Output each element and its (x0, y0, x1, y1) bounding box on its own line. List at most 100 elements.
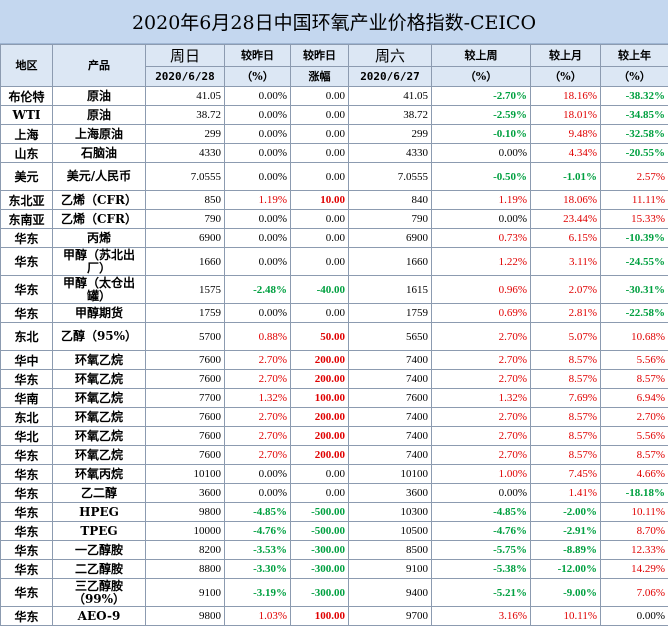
sunday-price-cell: 8200 (146, 541, 225, 560)
sunday-price-cell: 10000 (146, 522, 225, 541)
product-cell: 丙烯 (53, 229, 146, 248)
sunday-price-cell: 9800 (146, 503, 225, 522)
region-cell: 华中 (1, 351, 53, 370)
day-pct-cell: 0.00% (225, 484, 291, 503)
header-vs-prev-day-unit: （%） (225, 67, 291, 87)
month-pct-cell: 5.07% (531, 323, 601, 351)
day-change-cell: 0.00 (291, 229, 349, 248)
saturday-price-cell: 9700 (349, 607, 432, 626)
region-cell: 山东 (1, 144, 53, 163)
saturday-price-cell: 1759 (349, 304, 432, 323)
header-region: 地区 (1, 45, 53, 87)
header-vs-last-week: 较上周 (432, 45, 531, 67)
day-change-cell: 0.00 (291, 125, 349, 144)
region-cell: 华东 (1, 560, 53, 579)
week-pct-cell: 2.70% (432, 370, 531, 389)
day-change-cell: 0.00 (291, 106, 349, 125)
sunday-price-cell: 41.05 (146, 87, 225, 106)
sunday-price-cell: 5700 (146, 323, 225, 351)
year-pct-cell: 6.94% (601, 389, 668, 408)
product-cell: 乙烯（CFR） (53, 191, 146, 210)
day-pct-cell: -3.53% (225, 541, 291, 560)
year-pct-cell: -10.39% (601, 229, 668, 248)
product-cell: 环氧乙烷 (53, 427, 146, 446)
week-pct-cell: -4.85% (432, 503, 531, 522)
month-pct-cell: 8.57% (531, 408, 601, 427)
region-cell: 上海 (1, 125, 53, 144)
week-pct-cell: -4.76% (432, 522, 531, 541)
month-pct-cell: 8.57% (531, 351, 601, 370)
region-cell: 华东 (1, 276, 53, 304)
day-change-cell: -300.00 (291, 560, 349, 579)
region-cell: 华北 (1, 427, 53, 446)
saturday-price-cell: 9400 (349, 579, 432, 607)
saturday-price-cell: 7400 (349, 446, 432, 465)
saturday-price-cell: 10500 (349, 522, 432, 541)
region-cell: 华东 (1, 579, 53, 607)
day-change-cell: 0.00 (291, 304, 349, 323)
year-pct-cell: -34.85% (601, 106, 668, 125)
day-pct-cell: -3.30% (225, 560, 291, 579)
year-pct-cell: 8.57% (601, 370, 668, 389)
sunday-price-cell: 4330 (146, 144, 225, 163)
sunday-price-cell: 1660 (146, 248, 225, 276)
week-pct-cell: 2.70% (432, 408, 531, 427)
day-pct-cell: -2.48% (225, 276, 291, 304)
header-sunday-date: 2020/6/28 (146, 67, 225, 87)
month-pct-cell: 8.57% (531, 370, 601, 389)
page-title: 2020年6月28日中国环氧产业价格指数-CEICO (0, 0, 668, 44)
month-pct-cell: -12.00% (531, 560, 601, 579)
day-change-cell: 100.00 (291, 607, 349, 626)
saturday-price-cell: 8500 (349, 541, 432, 560)
day-pct-cell: 0.00% (225, 248, 291, 276)
year-pct-cell: 5.56% (601, 351, 668, 370)
day-change-cell: 0.00 (291, 465, 349, 484)
header-product: 产品 (53, 45, 146, 87)
product-cell: 环氧丙烷 (53, 465, 146, 484)
year-pct-cell: 0.00% (601, 607, 668, 626)
product-cell: 环氧乙烷 (53, 370, 146, 389)
day-change-cell: 10.00 (291, 191, 349, 210)
sunday-price-cell: 7600 (146, 351, 225, 370)
header-vs-last-month-unit: （%） (531, 67, 601, 87)
sunday-price-cell: 1759 (146, 304, 225, 323)
year-pct-cell: 8.57% (601, 446, 668, 465)
saturday-price-cell: 6900 (349, 229, 432, 248)
region-cell: 华东 (1, 446, 53, 465)
month-pct-cell: 3.11% (531, 248, 601, 276)
region-cell: 华东 (1, 248, 53, 276)
region-cell: 东北 (1, 408, 53, 427)
week-pct-cell: 0.00% (432, 144, 531, 163)
week-pct-cell: -2.59% (432, 106, 531, 125)
day-pct-cell: 2.70% (225, 427, 291, 446)
week-pct-cell: 1.32% (432, 389, 531, 408)
product-cell: 乙二醇 (53, 484, 146, 503)
month-pct-cell: 2.81% (531, 304, 601, 323)
week-pct-cell: -2.70% (432, 87, 531, 106)
product-cell: 三乙醇胺（99%） (53, 579, 146, 607)
sunday-price-cell: 1575 (146, 276, 225, 304)
week-pct-cell: -0.10% (432, 125, 531, 144)
year-pct-cell: 8.70% (601, 522, 668, 541)
year-pct-cell: -18.18% (601, 484, 668, 503)
sunday-price-cell: 790 (146, 210, 225, 229)
header-vs-prev-day-change: 较昨日 (291, 45, 349, 67)
year-pct-cell: 5.56% (601, 427, 668, 446)
day-pct-cell: 2.70% (225, 351, 291, 370)
day-pct-cell: 0.00% (225, 465, 291, 484)
year-pct-cell: 7.06% (601, 579, 668, 607)
year-pct-cell: 10.11% (601, 503, 668, 522)
day-pct-cell: 0.00% (225, 163, 291, 191)
month-pct-cell: 7.45% (531, 465, 601, 484)
